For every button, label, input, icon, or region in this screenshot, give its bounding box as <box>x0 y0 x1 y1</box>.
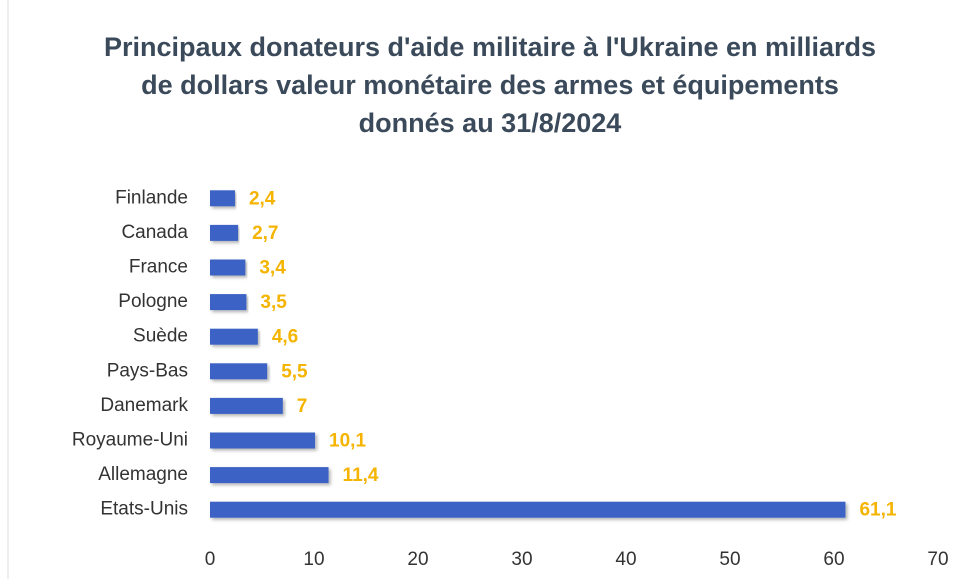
x-tick-label: 0 <box>205 549 216 570</box>
x-tick-label: 50 <box>719 549 740 570</box>
x-tick-label: 60 <box>823 549 844 570</box>
bar <box>210 190 235 207</box>
y-tick-label: Royaume-Uni <box>72 430 188 451</box>
y-tick-label: Canada <box>121 222 188 243</box>
x-tick-label: 40 <box>615 549 636 570</box>
bar <box>210 397 283 414</box>
value-label: 3,4 <box>259 258 286 279</box>
y-tick-label: Etats-Unis <box>100 499 188 520</box>
y-tick-label: Suède <box>133 326 188 347</box>
bar <box>210 501 846 518</box>
value-label: 10,1 <box>329 431 366 452</box>
bar <box>210 294 247 311</box>
value-label: 2,7 <box>252 223 278 244</box>
bar <box>210 259 246 276</box>
y-tick-label: Allemagne <box>98 464 188 485</box>
bar <box>210 467 329 484</box>
value-label: 2,4 <box>249 188 276 209</box>
value-label: 11,4 <box>343 465 379 486</box>
bar <box>210 224 239 241</box>
y-tick-label: Finlande <box>115 187 188 208</box>
y-tick-label: France <box>129 257 188 278</box>
value-label: 3,5 <box>260 292 287 313</box>
value-label: 61,1 <box>859 500 896 521</box>
x-tick-label: 70 <box>927 549 948 570</box>
y-tick-label: Pologne <box>118 291 188 312</box>
x-tick-label: 30 <box>511 549 532 570</box>
y-tick-label: Pays-Bas <box>107 360 188 381</box>
y-tick-label: Danemark <box>100 395 188 416</box>
x-tick-label: 20 <box>407 549 428 570</box>
value-label: 7 <box>297 396 308 417</box>
bar <box>210 328 258 345</box>
x-tick-label: 10 <box>303 549 324 570</box>
bar <box>210 432 316 449</box>
value-label: 5,5 <box>281 361 308 382</box>
value-label: 4,6 <box>272 327 298 348</box>
chart-title: Principaux donateurs d'aide militaire à … <box>103 32 877 138</box>
bar <box>210 363 268 380</box>
